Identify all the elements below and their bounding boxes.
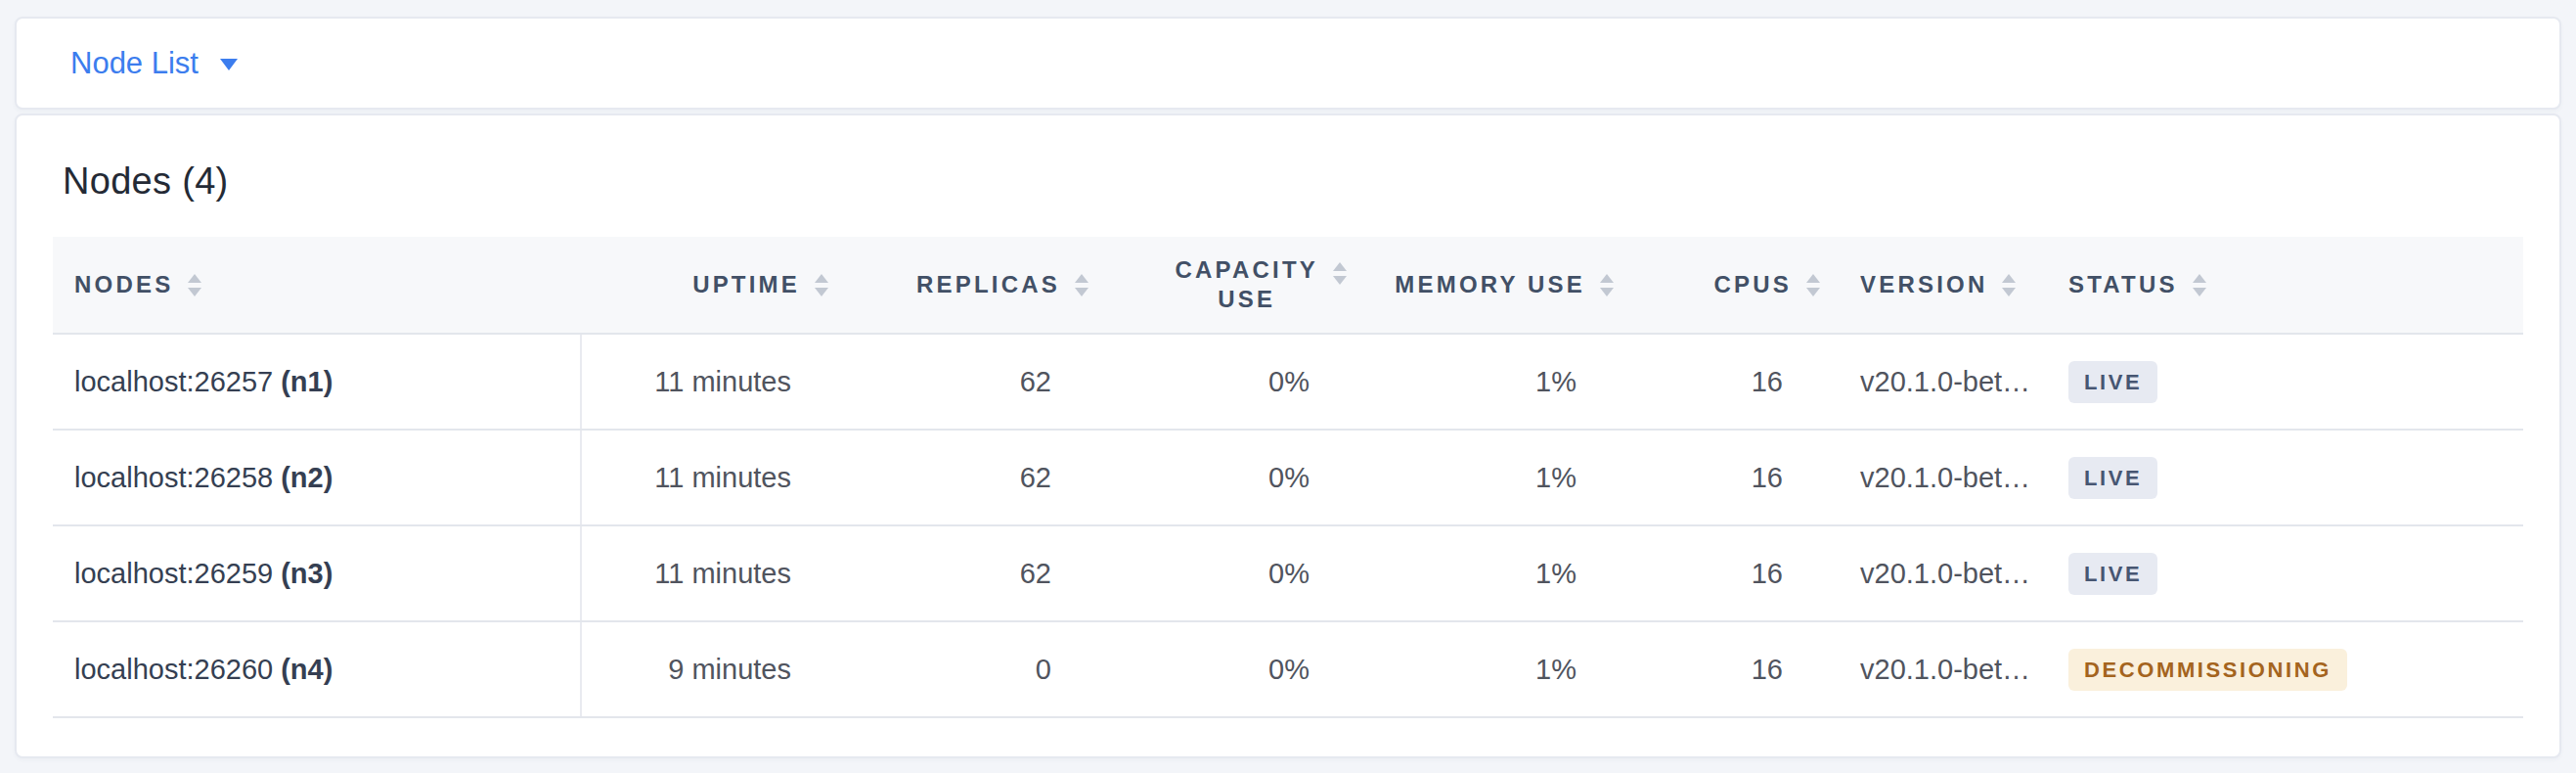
column-header-nodes[interactable]: NODES [53, 237, 581, 334]
node-id: (n3) [281, 558, 333, 589]
table-row: localhost:26259(n3) 11 minutes 62 0% 1% … [53, 525, 2523, 621]
node-cell: localhost:26258 (n2) [53, 430, 581, 525]
version-cell: v20.1.0-bet… [1846, 621, 2046, 717]
uptime-cell: 9 minutes [581, 621, 855, 717]
table-header-row: NODES UPTIME REPLICAS [53, 237, 2523, 334]
cpus-cell: 16 [1640, 621, 1846, 717]
version-cell: v20.1.0-bet… [1846, 525, 2046, 621]
replicas-cell: 62 [855, 525, 1115, 621]
sort-icon[interactable] [2193, 274, 2206, 296]
replicas-cell: 62 [855, 430, 1115, 525]
memory-use-cell: 1% [1373, 430, 1640, 525]
column-header-uptime[interactable]: UPTIME [581, 237, 855, 334]
status-cell: LIVE [2046, 525, 2523, 621]
node-table: NODES UPTIME REPLICAS [53, 237, 2523, 718]
column-label: NODES [74, 270, 173, 299]
view-selector-dropdown[interactable]: Node List [70, 46, 238, 81]
sort-icon[interactable] [188, 274, 201, 296]
uptime-cell: 11 minutes [581, 430, 855, 525]
sort-icon[interactable] [1333, 262, 1347, 285]
status-cell: LIVE [2046, 334, 2523, 430]
column-header-version[interactable]: VERSION [1846, 237, 2046, 334]
page-title: Nodes (4) [53, 160, 2523, 203]
view-selector-bar: Node List [15, 17, 2561, 110]
capacity-use-cell: 0% [1115, 621, 1373, 717]
cpus-cell: 16 [1640, 430, 1846, 525]
replicas-cell: 0 [855, 621, 1115, 717]
status-badge: LIVE [2068, 457, 2157, 499]
status-badge: LIVE [2068, 361, 2157, 403]
capacity-use-cell: 0% [1115, 525, 1373, 621]
node-id: (n1) [281, 366, 333, 397]
node-link[interactable]: localhost:26260 [74, 654, 273, 685]
status-badge: DECOMMISSIONING [2068, 649, 2347, 691]
sort-icon[interactable] [1806, 274, 1820, 296]
capacity-use-cell: 0% [1115, 430, 1373, 525]
column-label: REPLICAS [916, 270, 1060, 299]
sort-icon[interactable] [2002, 274, 2016, 296]
memory-use-cell: 1% [1373, 334, 1640, 430]
column-header-cpus[interactable]: CPUS [1640, 237, 1846, 334]
column-header-replicas[interactable]: REPLICAS [855, 237, 1115, 334]
table-row: localhost:26260 (n4) 9 minutes 0 0% 1% 16… [53, 621, 2523, 717]
column-label: MEMORY USE [1395, 270, 1585, 299]
node-link[interactable]: localhost:26258 [74, 462, 273, 493]
status-cell: LIVE [2046, 430, 2523, 525]
capacity-use-cell: 0% [1115, 334, 1373, 430]
node-id: (n4) [281, 654, 333, 685]
status-cell: DECOMMISSIONING [2046, 621, 2523, 717]
column-header-status[interactable]: STATUS [2046, 237, 2523, 334]
memory-use-cell: 1% [1373, 621, 1640, 717]
node-link[interactable]: localhost:26259 [74, 558, 273, 589]
column-label: UPTIME [692, 270, 800, 299]
column-header-capacity-use[interactable]: CAPACITY USE [1115, 237, 1373, 334]
node-cell: localhost:26260 (n4) [53, 621, 581, 717]
cpus-cell: 16 [1640, 334, 1846, 430]
column-label: CAPACITY USE [1176, 255, 1319, 314]
caret-down-icon [220, 59, 238, 70]
uptime-cell: 11 minutes [581, 525, 855, 621]
sort-icon[interactable] [815, 274, 828, 296]
view-selector-label: Node List [70, 46, 199, 81]
version-cell: v20.1.0-bet… [1846, 334, 2046, 430]
replicas-cell: 62 [855, 334, 1115, 430]
cpus-cell: 16 [1640, 525, 1846, 621]
node-cell: localhost:26259 (n3) [53, 525, 581, 621]
column-header-memory-use[interactable]: MEMORY USE [1373, 237, 1640, 334]
version-cell: v20.1.0-bet… [1846, 430, 2046, 525]
column-label: VERSION [1860, 270, 1987, 299]
memory-use-cell: 1% [1373, 525, 1640, 621]
node-cell: localhost:26257 (n1) [53, 334, 581, 430]
table-row: localhost:26257(n1) 11 minutes 62 0% 1% … [53, 334, 2523, 430]
nodes-card: Nodes (4) NODES UPTIME [15, 114, 2561, 758]
table-row: localhost:26258(n2) 11 minutes 62 0% 1% … [53, 430, 2523, 525]
sort-icon[interactable] [1600, 274, 1614, 296]
node-id: (n2) [281, 462, 333, 493]
cluster-overview-page: { "view_selector": { "label": "Node List… [0, 0, 2576, 773]
column-label: STATUS [2068, 270, 2178, 299]
node-link[interactable]: localhost:26257 [74, 366, 273, 397]
status-badge: LIVE [2068, 553, 2157, 595]
uptime-cell: 11 minutes [581, 334, 855, 430]
sort-icon[interactable] [1075, 274, 1088, 296]
column-label: CPUS [1714, 270, 1792, 299]
